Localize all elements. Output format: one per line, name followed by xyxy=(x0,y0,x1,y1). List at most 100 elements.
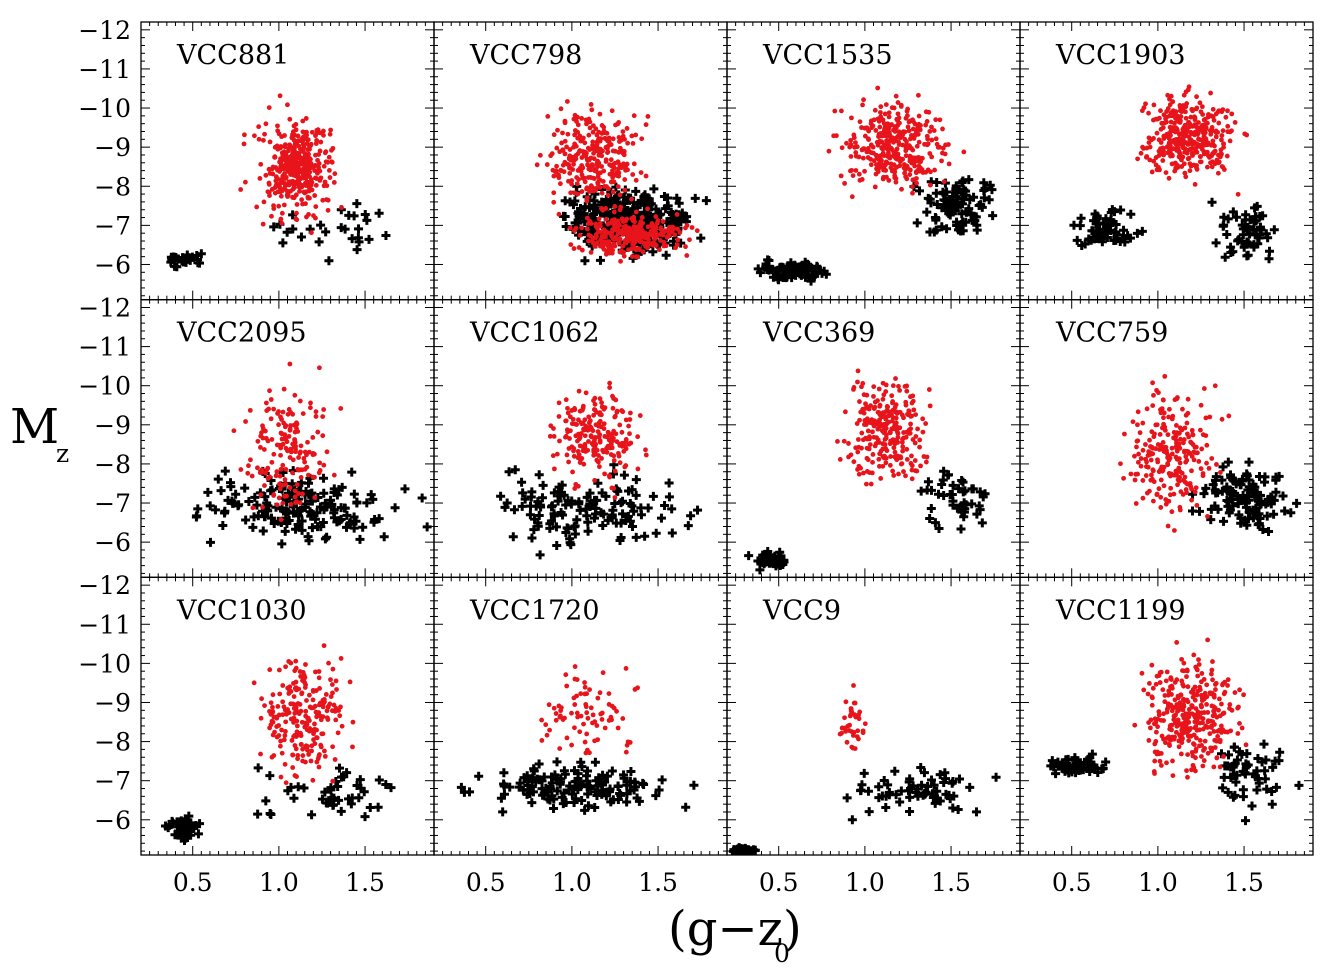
black-point xyxy=(261,796,271,806)
red-point xyxy=(279,417,284,422)
red-point xyxy=(917,167,923,173)
red-point xyxy=(269,213,274,219)
red-point xyxy=(1177,153,1183,159)
red-point xyxy=(599,456,604,461)
black-point xyxy=(390,503,400,513)
red-point xyxy=(268,397,274,402)
red-point xyxy=(1144,459,1149,465)
red-point xyxy=(1143,473,1149,478)
red-point xyxy=(1158,140,1164,145)
red-point xyxy=(1152,758,1158,764)
red-point xyxy=(1199,446,1205,452)
red-point xyxy=(661,243,667,249)
red-point xyxy=(629,254,635,260)
red-point xyxy=(873,128,879,133)
red-point xyxy=(673,245,679,251)
red-point xyxy=(872,404,878,410)
red-point xyxy=(937,144,943,150)
black-point xyxy=(510,465,520,475)
red-point xyxy=(1219,133,1225,138)
red-point xyxy=(1144,490,1150,496)
black-point xyxy=(662,201,672,211)
black-point xyxy=(263,501,273,511)
red-point xyxy=(1156,148,1162,154)
red-point xyxy=(1153,422,1159,428)
red-point xyxy=(258,433,264,439)
red-point xyxy=(588,183,594,189)
black-point xyxy=(1219,220,1229,230)
red-point xyxy=(1156,712,1162,718)
black-point xyxy=(939,189,949,199)
red-point xyxy=(876,410,882,415)
red-point xyxy=(1209,667,1215,673)
red-point xyxy=(279,162,285,168)
red-point xyxy=(875,142,881,148)
red-point xyxy=(1193,444,1199,450)
panel-ticks xyxy=(727,577,1020,855)
red-point xyxy=(339,723,345,729)
red-point xyxy=(582,680,587,685)
black-point xyxy=(664,478,674,488)
red-point xyxy=(886,110,892,116)
black-point xyxy=(582,771,592,781)
red-point xyxy=(537,152,543,158)
panel-points xyxy=(1069,84,1279,264)
red-point xyxy=(276,667,282,673)
red-point xyxy=(288,501,294,507)
black-point xyxy=(558,211,568,221)
red-point xyxy=(594,161,600,167)
red-point xyxy=(1152,771,1157,776)
red-point xyxy=(256,136,262,142)
red-point xyxy=(1190,432,1196,438)
red-point xyxy=(638,223,644,229)
black-point xyxy=(639,780,649,790)
red-point xyxy=(264,467,270,473)
red-point xyxy=(1235,731,1241,736)
red-point xyxy=(904,456,910,462)
red-point xyxy=(563,397,569,403)
black-point xyxy=(577,795,587,805)
red-point xyxy=(1161,711,1166,717)
red-point xyxy=(876,386,882,392)
red-point xyxy=(1212,383,1218,389)
red-point xyxy=(586,132,592,138)
black-point xyxy=(549,511,559,521)
red-point xyxy=(321,163,327,169)
red-point xyxy=(539,738,545,743)
red-point xyxy=(895,439,901,445)
red-point xyxy=(582,691,588,697)
red-point xyxy=(596,434,602,440)
red-point xyxy=(568,242,574,248)
red-point xyxy=(601,168,607,174)
black-point xyxy=(677,208,687,218)
red-point xyxy=(251,680,257,686)
black-point xyxy=(762,557,772,567)
black-point xyxy=(1252,201,1262,211)
red-point xyxy=(618,204,624,210)
red-point xyxy=(545,113,551,119)
red-point xyxy=(1198,679,1204,685)
red-point xyxy=(290,195,296,200)
red-point xyxy=(266,180,272,186)
red-point xyxy=(596,464,602,470)
red-point xyxy=(848,142,854,148)
panel-VCC1903: VCC1903 xyxy=(1019,21,1314,301)
black-point xyxy=(277,539,287,549)
red-point xyxy=(1146,449,1152,455)
red-point xyxy=(283,151,289,157)
black-point xyxy=(1255,513,1265,523)
red-point xyxy=(627,237,633,242)
black-point xyxy=(240,483,250,493)
red-point xyxy=(294,482,300,488)
red-point xyxy=(309,748,314,754)
red-point xyxy=(906,431,912,436)
red-point xyxy=(603,206,609,211)
red-point xyxy=(856,471,862,477)
red-point xyxy=(1179,656,1185,662)
panel-points xyxy=(1046,637,1304,826)
red-point xyxy=(877,124,883,130)
black-point xyxy=(1227,488,1237,498)
red-point xyxy=(279,188,285,194)
red-point xyxy=(1143,154,1149,160)
red-point xyxy=(608,452,614,457)
